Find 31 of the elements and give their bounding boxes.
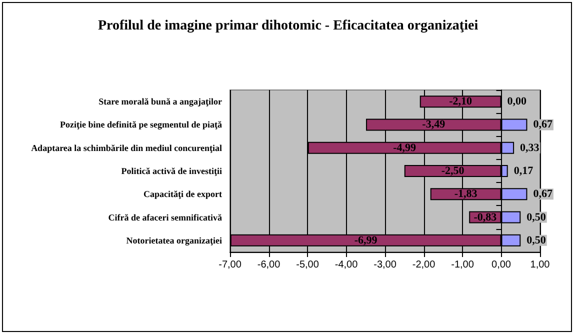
data-label: -4,99 <box>393 142 417 154</box>
data-label: 0,17 <box>514 165 534 177</box>
x-tick-label: -2,00 <box>412 260 436 270</box>
y-tick-label: Stare morală bună a angajaţilor <box>98 96 222 107</box>
y-tick-label: Cifră de afaceri semnificativă <box>108 212 222 222</box>
data-label: -0,83 <box>474 211 498 224</box>
y-tick-label: Politică activă de investiţii <box>121 166 222 176</box>
data-label: 0,50 <box>526 234 546 246</box>
x-tick-label: -4,00 <box>334 260 358 270</box>
x-tick-label: -7,00 <box>218 260 242 270</box>
x-tick-label: -6,00 <box>257 260 281 270</box>
data-label: -2,10 <box>449 96 473 108</box>
data-label: 0,50 <box>526 211 546 224</box>
data-label: -3,49 <box>422 118 446 131</box>
x-tick-label: 1,00 <box>530 260 550 270</box>
y-tick-label: Capacităţi de export <box>144 189 222 200</box>
data-label: -6,99 <box>354 234 378 246</box>
data-label: -1,83 <box>454 188 478 200</box>
data-label: 0,33 <box>520 142 540 154</box>
data-label: 0,67 <box>533 118 553 131</box>
x-tick-label: -5,00 <box>296 260 320 270</box>
y-tick-label: Adaptarea la schimbările din mediul concurenţial <box>31 142 222 153</box>
x-tick-label: -3,00 <box>374 260 397 270</box>
x-tick-label: -1,00 <box>451 260 474 270</box>
chart-title: Profilul de imagine primar dihotomic - Eficacitatea organizaţiei <box>98 18 478 34</box>
data-label: 0,00 <box>507 96 527 108</box>
y-tick-label: Notorietatea organizaţiei <box>126 235 222 246</box>
y-tick-label: Poziţie bine definită pe segmentul de piaţă <box>60 120 222 130</box>
data-label: 0,67 <box>533 188 553 200</box>
x-tick-label: 0,00 <box>492 260 512 270</box>
data-label: -2,50 <box>441 165 465 177</box>
